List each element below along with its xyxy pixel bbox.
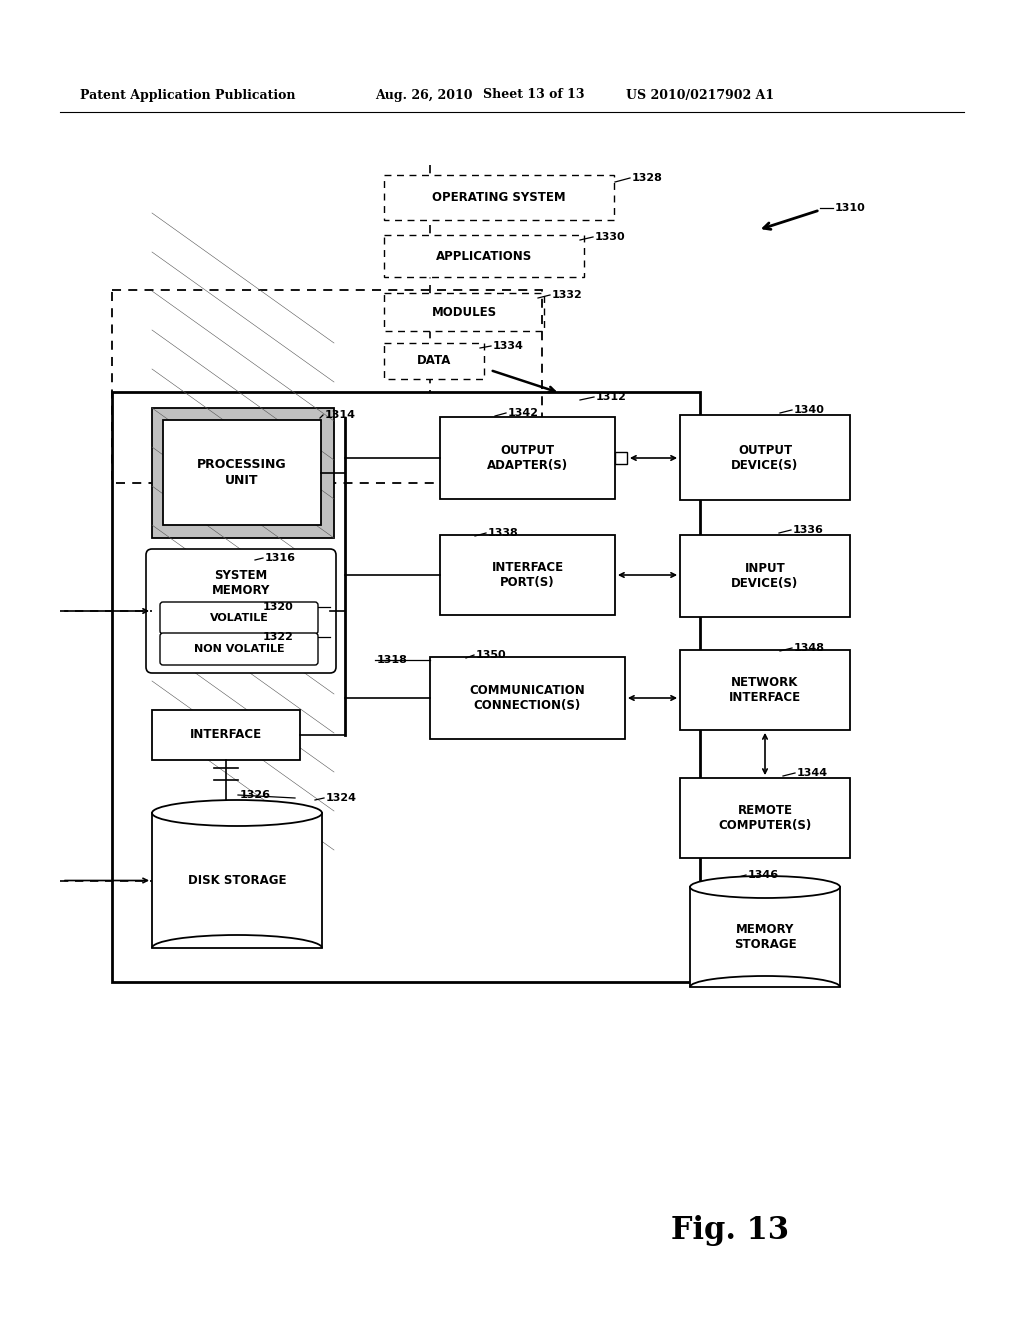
Bar: [384, 293, 544, 331]
Text: 1338: 1338: [488, 528, 519, 539]
Ellipse shape: [690, 876, 840, 898]
Bar: [430, 657, 625, 739]
Text: 1348: 1348: [794, 643, 825, 653]
Text: 1344: 1344: [797, 768, 828, 777]
FancyBboxPatch shape: [160, 602, 318, 634]
Text: 1332: 1332: [552, 290, 583, 300]
Text: SYSTEM
MEMORY: SYSTEM MEMORY: [212, 569, 270, 597]
Bar: [680, 649, 850, 730]
Bar: [384, 235, 584, 277]
Text: INTERFACE
PORT(S): INTERFACE PORT(S): [492, 561, 563, 589]
Bar: [690, 887, 840, 987]
Text: 1318: 1318: [377, 655, 408, 665]
Text: Aug. 26, 2010: Aug. 26, 2010: [375, 88, 472, 102]
Text: 1322: 1322: [263, 632, 294, 642]
Text: Fig. 13: Fig. 13: [671, 1214, 790, 1246]
Text: Patent Application Publication: Patent Application Publication: [80, 88, 296, 102]
Text: MODULES: MODULES: [431, 305, 497, 318]
Text: APPLICATIONS: APPLICATIONS: [436, 249, 532, 263]
Text: 1346: 1346: [748, 870, 779, 880]
Text: Sheet 13 of 13: Sheet 13 of 13: [483, 88, 585, 102]
Text: VOLATILE: VOLATILE: [210, 612, 268, 623]
Text: NON VOLATILE: NON VOLATILE: [194, 644, 285, 653]
Bar: [680, 777, 850, 858]
Text: NETWORK
INTERFACE: NETWORK INTERFACE: [729, 676, 801, 704]
Bar: [384, 176, 614, 220]
Bar: [440, 417, 615, 499]
Bar: [152, 813, 322, 948]
Text: DATA: DATA: [417, 355, 452, 367]
Text: 1312: 1312: [596, 392, 627, 403]
Text: 1330: 1330: [595, 232, 626, 242]
Text: 1350: 1350: [476, 649, 507, 660]
Bar: [112, 392, 700, 982]
Text: DISK STORAGE: DISK STORAGE: [187, 874, 287, 887]
Text: 1324: 1324: [326, 793, 357, 803]
Bar: [615, 451, 627, 465]
Text: PROCESSING
UNIT: PROCESSING UNIT: [198, 458, 287, 487]
Text: US 2010/0217902 A1: US 2010/0217902 A1: [626, 88, 774, 102]
Text: 1342: 1342: [508, 408, 539, 418]
FancyBboxPatch shape: [160, 634, 318, 665]
Text: 1328: 1328: [632, 173, 663, 183]
FancyBboxPatch shape: [146, 549, 336, 673]
Text: OUTPUT
DEVICE(S): OUTPUT DEVICE(S): [731, 444, 799, 471]
Bar: [152, 710, 300, 760]
Bar: [112, 290, 542, 483]
Bar: [680, 414, 850, 500]
Text: OPERATING SYSTEM: OPERATING SYSTEM: [432, 191, 566, 205]
Text: INPUT
DEVICE(S): INPUT DEVICE(S): [731, 562, 799, 590]
Text: MEMORY
STORAGE: MEMORY STORAGE: [733, 923, 797, 950]
Text: 1314: 1314: [325, 411, 356, 420]
Bar: [440, 535, 615, 615]
Bar: [680, 535, 850, 616]
Text: 1310: 1310: [835, 203, 865, 213]
Text: 1326: 1326: [240, 789, 271, 800]
Text: 1320: 1320: [263, 602, 294, 612]
Text: COMMUNICATION
CONNECTION(S): COMMUNICATION CONNECTION(S): [470, 684, 586, 711]
Text: 1336: 1336: [793, 525, 824, 535]
Text: OUTPUT
ADAPTER(S): OUTPUT ADAPTER(S): [487, 444, 568, 473]
Text: INTERFACE: INTERFACE: [189, 729, 262, 742]
Bar: [163, 420, 321, 525]
Bar: [152, 408, 334, 539]
Ellipse shape: [152, 800, 322, 826]
Text: 1340: 1340: [794, 405, 825, 414]
Text: 1316: 1316: [265, 553, 296, 564]
Text: 1334: 1334: [493, 341, 524, 351]
Text: REMOTE
COMPUTER(S): REMOTE COMPUTER(S): [719, 804, 812, 832]
Bar: [384, 343, 484, 379]
